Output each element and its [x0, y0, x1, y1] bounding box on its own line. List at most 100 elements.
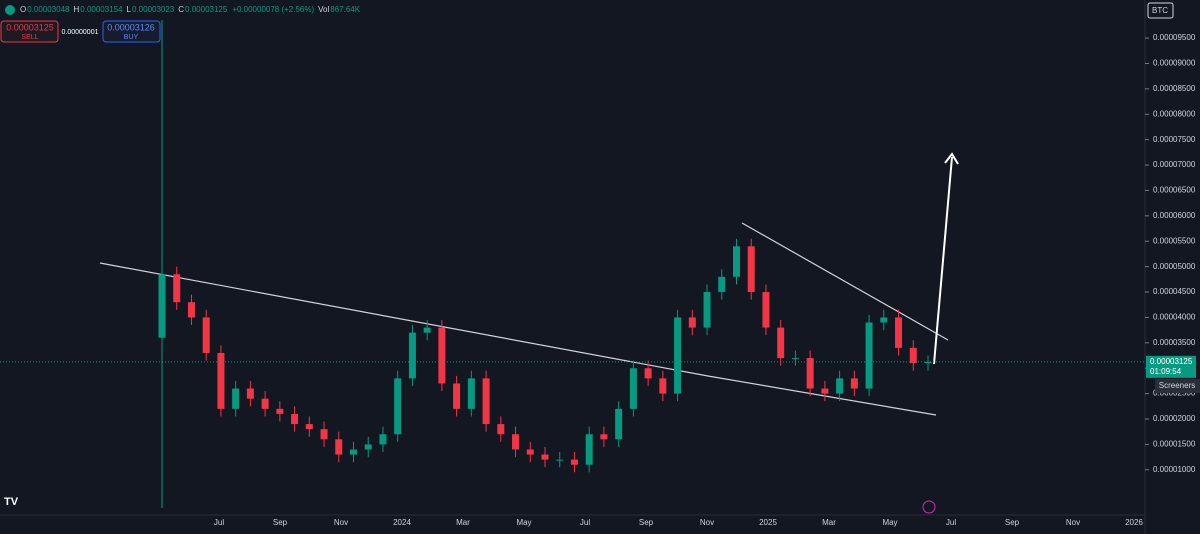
candle-body	[718, 276, 726, 293]
x-tick-label: 2026	[1125, 518, 1143, 527]
y-tick-label: 0.00002500	[1153, 389, 1196, 398]
x-tick-label: Mar	[456, 518, 470, 527]
y-tick-label: 0.00004500	[1153, 287, 1196, 296]
candle-body	[806, 358, 814, 389]
candle-body	[217, 352, 225, 409]
candle-body	[865, 322, 873, 389]
last-price-label: 0.00003125	[1150, 357, 1193, 366]
x-tick-label: Jul	[946, 518, 956, 527]
buy-button[interactable]	[102, 20, 161, 43]
header-key: O	[20, 5, 26, 14]
candle-body	[924, 361, 932, 364]
y-tick-label: 0.00007000	[1153, 160, 1196, 169]
y-tick-label: 0.00007500	[1153, 135, 1196, 144]
trend-line	[99, 262, 709, 377]
y-tick-label: 0.00005500	[1153, 236, 1196, 245]
candle-body	[909, 347, 917, 364]
candle-body	[453, 383, 461, 409]
candle-body	[836, 378, 844, 394]
candle-body	[423, 327, 431, 333]
candle-body	[850, 378, 858, 389]
candle-body	[762, 292, 770, 328]
y-tick-label: 0.00005000	[1153, 262, 1196, 271]
candle-body	[467, 378, 475, 409]
x-tick-label: May	[882, 518, 897, 527]
candle-body	[438, 327, 446, 384]
sell-button[interactable]	[0, 20, 59, 43]
x-tick-label: 2024	[393, 518, 411, 527]
candle-body	[821, 388, 829, 394]
arrow	[933, 156, 953, 365]
header-value: 0.00003154	[80, 5, 123, 14]
candle-body	[291, 413, 299, 425]
candle-body	[791, 358, 799, 360]
header-key: C	[178, 5, 184, 14]
last-price-box	[1146, 355, 1196, 378]
candle-body	[512, 434, 520, 450]
x-tick-label: 2025	[759, 518, 777, 527]
candle-body	[202, 317, 210, 353]
logo: TV	[4, 496, 19, 508]
currency-button[interactable]	[1147, 2, 1174, 19]
candle-body	[674, 317, 682, 394]
screeners-button[interactable]	[1155, 379, 1200, 393]
candle-body	[497, 424, 505, 435]
x-tick-label: Nov	[700, 518, 714, 527]
header-value: 0.00003125	[185, 5, 228, 14]
countdown: 01:09:54	[1150, 367, 1182, 376]
spread: 0.00000001	[62, 29, 99, 36]
y-tick-label: 0.00006000	[1153, 211, 1196, 220]
y-tick-label: 0.00006500	[1153, 186, 1196, 195]
candle-body	[585, 434, 593, 465]
y-tick-label: 0.00003500	[1153, 338, 1196, 347]
header-key: Vol	[318, 5, 329, 14]
trend-line	[741, 222, 949, 341]
x-tick-label: Jul	[580, 518, 590, 527]
sell-label: SELL	[21, 34, 38, 41]
x-tick-label: Mar	[822, 518, 836, 527]
y-tick-label: 0.00009000	[1153, 59, 1196, 68]
candle-body	[232, 388, 240, 409]
candle-body	[276, 408, 284, 414]
y-tick-label: 0.00001000	[1153, 465, 1196, 474]
header-value: 867.64K	[330, 5, 360, 14]
candles	[158, 238, 932, 473]
candle-body	[394, 378, 402, 435]
header-key: H	[74, 5, 80, 14]
x-tick-label: Sep	[273, 518, 288, 527]
candle-body	[187, 302, 195, 318]
x-tick-label: Sep	[639, 518, 654, 527]
candle-body	[733, 246, 740, 277]
candle-body	[350, 449, 357, 455]
candle-body	[570, 459, 578, 465]
candle-body	[659, 378, 667, 394]
symbol-icon	[5, 5, 15, 15]
candle-body	[173, 274, 181, 303]
candle-body	[335, 439, 343, 455]
candle-body	[305, 424, 313, 430]
candle-body	[747, 246, 755, 293]
buy-label: BUY	[124, 34, 139, 41]
header-value: 0.00003048	[27, 5, 70, 14]
header-value: 0.00003023	[132, 5, 175, 14]
candle-body	[556, 459, 564, 461]
candle-body	[246, 388, 254, 399]
candle-body	[408, 332, 416, 379]
screeners: Screeners	[1159, 381, 1195, 390]
x-tick-label: Sep	[1005, 518, 1020, 527]
y-tick-label: 0.00008000	[1153, 109, 1196, 118]
candle-body	[688, 317, 696, 328]
header-value: +0.00000078 (+2.56%)	[232, 5, 314, 14]
alert-icon	[922, 500, 936, 514]
candle-body	[777, 327, 785, 359]
header-key: L	[127, 5, 132, 14]
candle-body	[320, 429, 328, 440]
candle-body	[600, 434, 608, 440]
y-tick-label: 0.00009500	[1153, 33, 1196, 42]
candle-body	[364, 444, 372, 450]
candle-body	[379, 434, 387, 445]
x-tick-label: Nov	[1066, 518, 1080, 527]
